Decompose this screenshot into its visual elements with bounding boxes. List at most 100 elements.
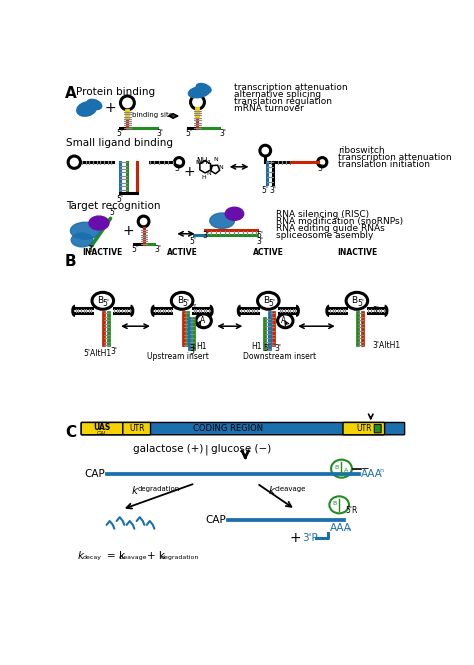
Text: +: + bbox=[105, 101, 116, 115]
Text: H1: H1 bbox=[196, 342, 207, 351]
Text: cleavage: cleavage bbox=[119, 555, 147, 561]
Text: riboswitch: riboswitch bbox=[337, 146, 384, 155]
Text: C: C bbox=[65, 425, 76, 440]
Text: 3'P: 3'P bbox=[302, 533, 318, 543]
Text: 3': 3' bbox=[110, 347, 118, 356]
Ellipse shape bbox=[77, 102, 96, 116]
Text: 5': 5' bbox=[103, 299, 110, 309]
Text: cleavage: cleavage bbox=[274, 486, 306, 492]
FancyBboxPatch shape bbox=[81, 422, 123, 435]
Text: UAS: UAS bbox=[93, 424, 110, 432]
Text: 5': 5' bbox=[117, 129, 124, 138]
Text: N: N bbox=[214, 157, 219, 162]
Ellipse shape bbox=[87, 99, 102, 110]
FancyBboxPatch shape bbox=[81, 422, 405, 435]
Text: 5'AltH1: 5'AltH1 bbox=[83, 349, 112, 358]
Text: 3': 3' bbox=[174, 164, 182, 173]
Ellipse shape bbox=[71, 233, 93, 247]
Text: galactose (+): galactose (+) bbox=[133, 444, 203, 454]
Text: + k: + k bbox=[146, 551, 164, 561]
Text: +: + bbox=[184, 165, 196, 179]
Text: 3': 3' bbox=[270, 186, 277, 195]
Ellipse shape bbox=[71, 222, 100, 239]
Text: 3': 3' bbox=[190, 344, 197, 353]
Text: 5': 5' bbox=[182, 299, 189, 309]
Text: B: B bbox=[263, 297, 269, 305]
Ellipse shape bbox=[225, 207, 244, 220]
Text: n: n bbox=[347, 527, 351, 532]
Text: binding site: binding site bbox=[132, 112, 173, 118]
Text: B: B bbox=[335, 465, 339, 469]
Text: +: + bbox=[290, 531, 301, 545]
Text: 5': 5' bbox=[357, 299, 364, 309]
Text: Downstream insert: Downstream insert bbox=[243, 352, 317, 361]
Text: 5': 5' bbox=[191, 305, 197, 309]
Text: k: k bbox=[268, 485, 274, 495]
Text: B: B bbox=[177, 297, 183, 305]
Text: 5': 5' bbox=[190, 237, 197, 246]
Text: CAP: CAP bbox=[84, 469, 105, 479]
Text: 3': 3' bbox=[274, 344, 282, 353]
Text: transcription attenuation: transcription attenuation bbox=[337, 153, 451, 162]
Text: 5': 5' bbox=[185, 129, 192, 138]
Text: ACTIVE: ACTIVE bbox=[167, 248, 198, 257]
Text: 5': 5' bbox=[268, 299, 275, 309]
FancyBboxPatch shape bbox=[374, 424, 381, 433]
Text: A: A bbox=[200, 317, 205, 325]
Text: k: k bbox=[77, 551, 83, 561]
Text: translation regulation: translation regulation bbox=[234, 96, 332, 106]
Ellipse shape bbox=[89, 216, 109, 230]
Text: −: − bbox=[361, 464, 370, 473]
Text: 5': 5' bbox=[116, 196, 123, 204]
Text: Small ligand binding: Small ligand binding bbox=[66, 138, 173, 148]
Text: 3': 3' bbox=[202, 231, 209, 241]
Text: A: A bbox=[281, 317, 286, 325]
Text: B: B bbox=[332, 501, 337, 506]
Text: +: + bbox=[122, 223, 134, 237]
Text: B: B bbox=[65, 254, 77, 269]
Text: UTR: UTR bbox=[356, 424, 372, 433]
FancyBboxPatch shape bbox=[123, 422, 151, 435]
Text: ACTIVE: ACTIVE bbox=[253, 248, 284, 257]
Text: INACTIVE: INACTIVE bbox=[337, 248, 377, 257]
Text: translation initiation: translation initiation bbox=[337, 160, 429, 169]
Text: 3': 3' bbox=[190, 347, 197, 356]
Text: A: A bbox=[344, 467, 348, 473]
Text: glucose (−): glucose (−) bbox=[210, 444, 271, 454]
Text: N: N bbox=[218, 165, 223, 170]
Text: RNA silencing (RISC): RNA silencing (RISC) bbox=[276, 210, 369, 219]
Text: CODING REGION: CODING REGION bbox=[193, 424, 264, 433]
Text: k: k bbox=[131, 485, 137, 495]
Text: 5': 5' bbox=[261, 186, 268, 195]
Text: AAA: AAA bbox=[330, 523, 352, 533]
Text: 3': 3' bbox=[155, 245, 161, 254]
Text: Upstream insert: Upstream insert bbox=[147, 352, 209, 361]
FancyBboxPatch shape bbox=[343, 422, 384, 435]
Text: H1: H1 bbox=[251, 342, 262, 351]
Text: N: N bbox=[195, 160, 200, 166]
Text: degradation: degradation bbox=[137, 486, 180, 492]
Text: 3': 3' bbox=[318, 164, 325, 173]
Text: 3': 3' bbox=[219, 129, 226, 138]
Text: UTR: UTR bbox=[129, 424, 145, 433]
Ellipse shape bbox=[210, 213, 235, 228]
Text: 3': 3' bbox=[372, 306, 379, 315]
Text: A: A bbox=[65, 86, 77, 101]
Text: H: H bbox=[201, 175, 206, 180]
Text: |: | bbox=[204, 444, 208, 455]
Text: INACTIVE: INACTIVE bbox=[82, 248, 123, 257]
Text: B: B bbox=[352, 297, 358, 305]
Text: 3': 3' bbox=[157, 129, 164, 138]
Text: 3': 3' bbox=[87, 245, 94, 254]
Text: RNA editing guide RNAs: RNA editing guide RNAs bbox=[276, 223, 385, 233]
Text: transcription attenuation: transcription attenuation bbox=[234, 83, 347, 92]
Ellipse shape bbox=[188, 86, 210, 98]
Text: NH₂: NH₂ bbox=[196, 157, 211, 166]
Text: Target recognition: Target recognition bbox=[66, 201, 160, 211]
Text: decay: decay bbox=[83, 555, 102, 561]
Text: n: n bbox=[379, 467, 383, 473]
Text: spliceosome asembly: spliceosome asembly bbox=[276, 231, 374, 239]
Text: degradation: degradation bbox=[161, 555, 199, 561]
Text: RNA modification (snoRNPs): RNA modification (snoRNPs) bbox=[276, 217, 403, 226]
Text: CAP: CAP bbox=[205, 515, 226, 525]
